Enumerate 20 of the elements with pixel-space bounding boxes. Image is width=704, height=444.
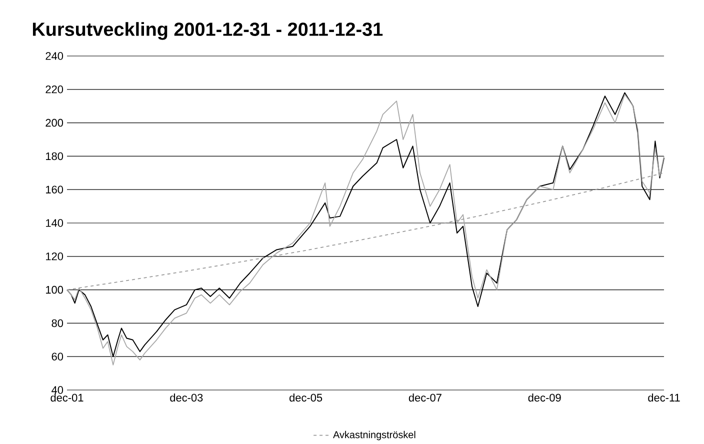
y-tick-label: 200 <box>46 118 64 127</box>
x-tick-label: dec-05 <box>290 394 322 402</box>
y-tick-label: 80 <box>52 319 64 328</box>
line-series <box>66 172 664 290</box>
y-tick-label: 100 <box>46 286 64 294</box>
x-tick-label: dec-07 <box>408 394 442 402</box>
chart-title: Kursutveckling 2001-12-31 - 2011-12-31 <box>32 22 383 40</box>
y-tick-label: 140 <box>46 219 64 227</box>
y-tick-label: 160 <box>46 186 64 194</box>
x-tick-label: dec-01 <box>50 394 84 402</box>
legend-label: Avkastningströskel <box>333 430 416 440</box>
x-tick-label: dec-11 <box>648 394 680 402</box>
y-tick-label: 120 <box>46 252 64 260</box>
x-tick-label: dec-03 <box>170 394 203 402</box>
x-tick-label: dec-09 <box>528 394 561 402</box>
y-tick-label: 180 <box>46 152 64 160</box>
y-tick-label: 40 <box>52 386 64 394</box>
y-tick-label: 220 <box>46 86 64 94</box>
y-tick-label: 60 <box>52 352 64 360</box>
y-tick-label: 240 <box>46 52 64 60</box>
